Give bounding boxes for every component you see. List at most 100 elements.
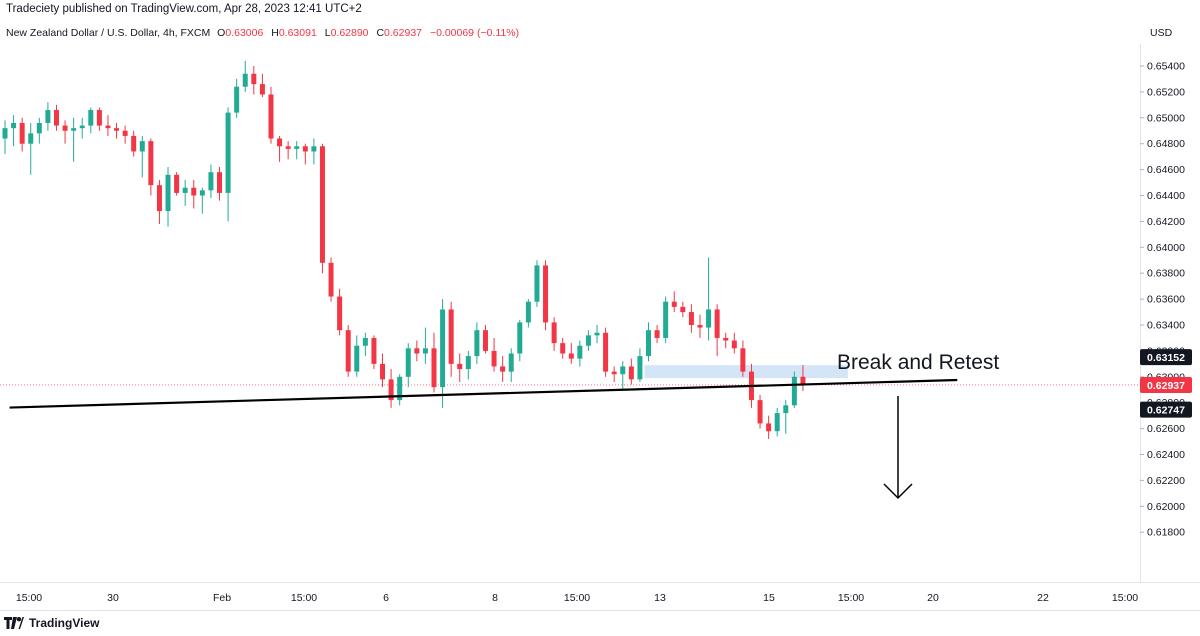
price-label-dark: 0.63152 <box>1140 349 1192 366</box>
candle-body <box>757 400 763 424</box>
candle-body <box>440 309 446 388</box>
y-tick-label: 0.64400 <box>1147 190 1185 202</box>
y-tick-label: 0.64000 <box>1147 242 1185 254</box>
y-tick-label: 0.65000 <box>1147 112 1185 124</box>
candle-body <box>543 265 549 323</box>
candle <box>525 299 531 328</box>
candle <box>414 340 420 362</box>
candle <box>560 337 566 359</box>
y-tick-label: 0.61800 <box>1147 527 1185 539</box>
candle-body <box>783 405 789 414</box>
candle-body <box>105 125 111 129</box>
candle-body <box>585 335 591 346</box>
candle <box>345 325 351 377</box>
candle-body <box>671 301 677 307</box>
candle-body <box>19 122 25 144</box>
x-tick-label: 8 <box>492 592 498 604</box>
candle-body <box>594 332 600 336</box>
candle <box>783 400 789 434</box>
candle-body <box>122 130 128 136</box>
x-tick-label: 13 <box>654 592 666 604</box>
candle-body <box>319 146 325 263</box>
candle <box>217 167 222 201</box>
candle <box>139 135 145 178</box>
candle-body <box>551 322 557 344</box>
candle <box>148 138 154 196</box>
candle-body <box>251 73 257 85</box>
ohlc-low-value: 0.62890 <box>330 27 369 39</box>
candle <box>491 337 497 372</box>
candle-body <box>302 146 308 152</box>
candle <box>294 141 300 160</box>
candle-body <box>414 348 420 354</box>
candle <box>405 343 411 388</box>
y-tick-label: 0.64600 <box>1147 164 1185 176</box>
candle <box>285 141 291 160</box>
candle-body <box>448 309 454 364</box>
y-tick-label: 0.62000 <box>1147 501 1185 513</box>
candle-body <box>96 110 102 126</box>
retest-zone <box>644 365 848 379</box>
candle <box>585 330 591 351</box>
candle-body <box>603 332 609 372</box>
candle <box>277 135 283 162</box>
candle-body <box>285 146 291 149</box>
candle <box>88 107 94 134</box>
candle <box>500 356 506 382</box>
price-label-dark: 0.62747 <box>1140 401 1192 418</box>
y-tick-label: 0.63200 <box>1147 345 1185 357</box>
candle-body <box>11 122 17 129</box>
candle-body <box>217 172 222 193</box>
candle-body <box>431 348 437 388</box>
candle-body <box>53 110 59 126</box>
candle-body <box>191 187 197 196</box>
currency-label: USD <box>1150 27 1173 39</box>
candle-body <box>328 262 334 297</box>
candle <box>302 143 308 165</box>
candle-body <box>637 356 643 380</box>
candle <box>362 332 368 357</box>
candle <box>474 322 480 364</box>
candle-body <box>71 128 77 131</box>
candle <box>259 73 265 98</box>
y-tick-label: 0.63000 <box>1147 371 1185 383</box>
tradingview-footer: TradingView <box>4 616 99 630</box>
candle-body <box>28 133 34 144</box>
candle <box>457 353 463 382</box>
price-label-red: 0.62937 <box>1140 376 1192 393</box>
candle-body <box>362 337 368 346</box>
candle <box>731 332 737 354</box>
ohlc-close-value: 0.62937 <box>384 27 423 39</box>
candle-body <box>114 128 120 131</box>
candle-body <box>568 353 574 359</box>
candle-body <box>800 376 806 385</box>
candle <box>620 361 626 390</box>
candle <box>225 107 231 222</box>
candle <box>174 172 180 196</box>
candle <box>2 120 8 155</box>
candle-body <box>517 322 523 354</box>
candle-body <box>474 330 480 357</box>
y-tick-label: 0.64800 <box>1147 138 1185 150</box>
candle-body <box>646 330 651 357</box>
candle <box>757 394 763 429</box>
candle <box>165 167 171 227</box>
candle <box>199 187 205 214</box>
tradingview-brand: TradingView <box>29 616 100 630</box>
break-and-retest-annotation: Break and Retest <box>837 351 999 374</box>
candle <box>611 366 617 382</box>
candle-body <box>88 110 94 126</box>
candle-body <box>259 84 265 95</box>
publisher-line: Tradeciety published on TradingView.com,… <box>6 3 362 15</box>
y-tick-label: 0.62400 <box>1147 449 1185 461</box>
candle <box>251 66 257 95</box>
candle <box>646 322 651 362</box>
candle <box>388 369 394 408</box>
candle <box>688 304 694 333</box>
candle <box>45 102 51 131</box>
candle-body <box>663 301 669 338</box>
candle <box>440 299 446 408</box>
candle-body <box>139 141 145 152</box>
candle-body <box>45 110 51 123</box>
x-tick-label: 15:00 <box>564 592 590 604</box>
